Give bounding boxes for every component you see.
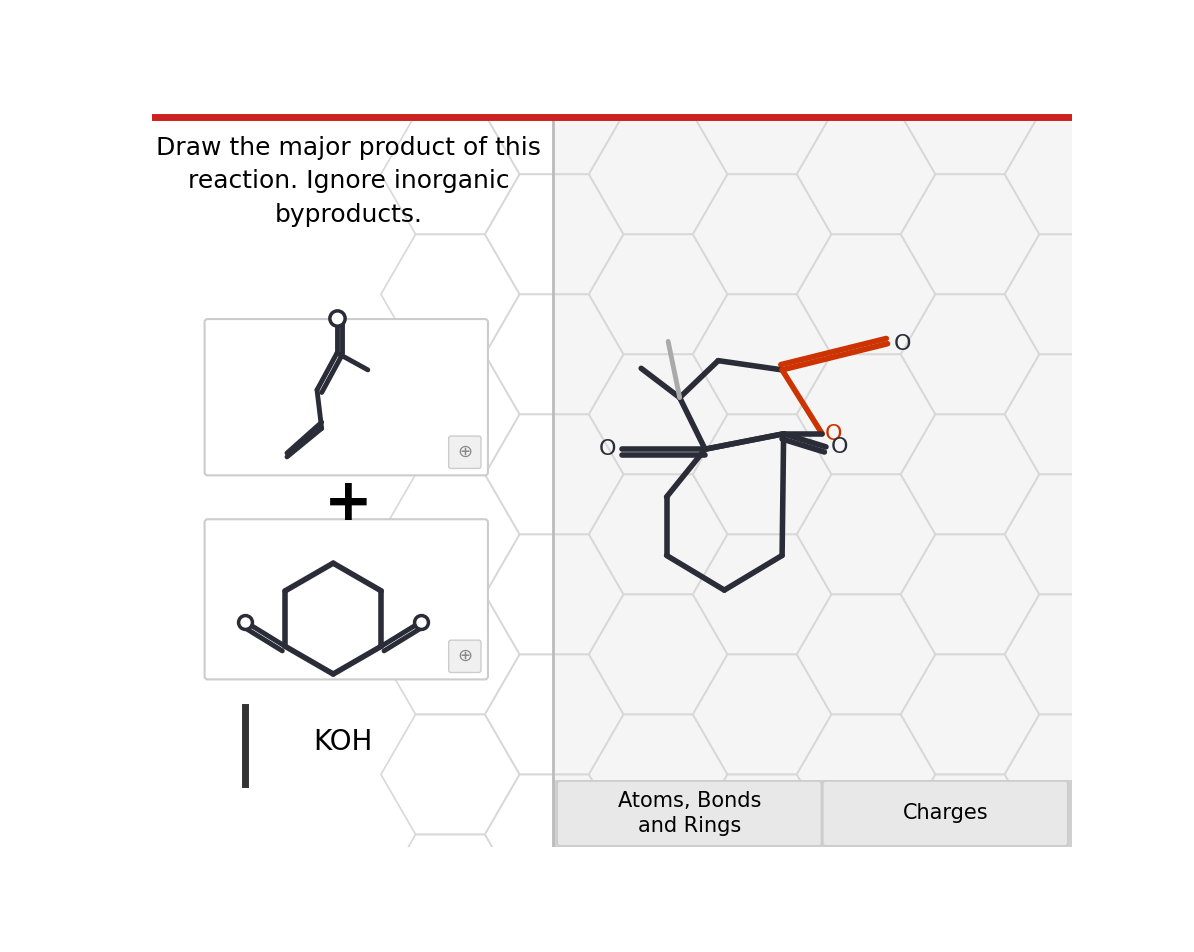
Text: Draw the major product of this
reaction. Ignore inorganic
byproducts.: Draw the major product of this reaction.… <box>156 136 541 227</box>
Bar <box>553 780 1072 847</box>
Text: O: O <box>894 334 911 354</box>
Text: ⊕: ⊕ <box>457 647 473 665</box>
Text: KOH: KOH <box>314 727 373 756</box>
FancyBboxPatch shape <box>449 640 481 672</box>
FancyBboxPatch shape <box>204 319 488 475</box>
Bar <box>553 114 1072 780</box>
Text: O: O <box>825 424 843 444</box>
Text: O: O <box>598 439 616 459</box>
FancyBboxPatch shape <box>558 781 821 845</box>
Text: O: O <box>831 437 848 457</box>
FancyBboxPatch shape <box>823 781 1067 845</box>
Bar <box>153 114 553 847</box>
FancyBboxPatch shape <box>449 436 481 468</box>
Text: +: + <box>325 475 373 532</box>
Text: Atoms, Bonds
and Rings: Atoms, Bonds and Rings <box>618 790 762 836</box>
Text: ⊕: ⊕ <box>457 444 473 462</box>
FancyBboxPatch shape <box>204 519 488 680</box>
Text: Charges: Charges <box>903 803 989 823</box>
